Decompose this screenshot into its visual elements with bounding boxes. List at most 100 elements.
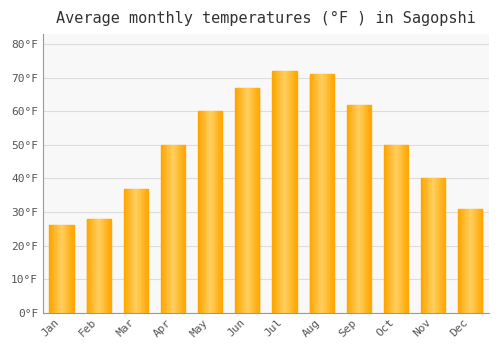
Bar [60, 225, 62, 313]
Bar [324, 75, 325, 313]
Bar [128, 189, 130, 313]
Bar [430, 178, 432, 313]
Bar [275, 71, 276, 313]
Bar [333, 75, 334, 313]
Bar [467, 209, 468, 313]
Bar [69, 225, 70, 313]
Bar [206, 111, 207, 313]
Bar [478, 209, 479, 313]
Bar [172, 145, 173, 313]
Bar [107, 219, 108, 313]
Bar [200, 111, 202, 313]
Bar [404, 145, 405, 313]
Bar [278, 71, 279, 313]
Bar [387, 145, 388, 313]
Bar [50, 225, 51, 313]
Bar [437, 178, 438, 313]
Bar [421, 178, 422, 313]
Bar [218, 111, 219, 313]
Bar [257, 88, 258, 313]
Bar [177, 145, 178, 313]
Bar [459, 209, 460, 313]
Bar [63, 225, 64, 313]
Bar [367, 105, 368, 313]
Bar [256, 88, 257, 313]
Bar [174, 145, 176, 313]
Bar [92, 219, 93, 313]
Bar [284, 71, 286, 313]
Bar [458, 209, 459, 313]
Bar [310, 75, 311, 313]
Bar [353, 105, 354, 313]
Bar [214, 111, 215, 313]
Bar [240, 88, 241, 313]
Bar [466, 209, 467, 313]
Bar [207, 111, 208, 313]
Bar [348, 105, 349, 313]
Bar [405, 145, 406, 313]
Bar [283, 71, 284, 313]
Bar [363, 105, 364, 313]
Bar [360, 105, 361, 313]
Bar [135, 189, 136, 313]
Bar [362, 105, 363, 313]
Bar [147, 189, 148, 313]
Bar [105, 219, 106, 313]
Bar [138, 189, 139, 313]
Bar [386, 145, 387, 313]
Bar [349, 105, 350, 313]
Bar [322, 75, 324, 313]
Bar [245, 88, 246, 313]
Bar [401, 145, 402, 313]
Bar [199, 111, 200, 313]
Bar [238, 88, 240, 313]
Bar [274, 71, 275, 313]
Bar [68, 225, 69, 313]
Bar [52, 225, 54, 313]
Bar [311, 75, 312, 313]
Bar [140, 189, 141, 313]
Bar [357, 105, 358, 313]
Bar [295, 71, 296, 313]
Bar [368, 105, 370, 313]
Bar [350, 105, 351, 313]
Bar [314, 75, 315, 313]
Bar [254, 88, 256, 313]
Bar [434, 178, 435, 313]
Bar [439, 178, 440, 313]
Bar [210, 111, 211, 313]
Bar [93, 219, 94, 313]
Bar [55, 225, 56, 313]
Bar [67, 225, 68, 313]
Bar [462, 209, 463, 313]
Bar [476, 209, 477, 313]
Bar [440, 178, 441, 313]
Bar [320, 75, 321, 313]
Bar [397, 145, 398, 313]
Bar [94, 219, 96, 313]
Bar [347, 105, 348, 313]
Bar [317, 75, 318, 313]
Bar [248, 88, 249, 313]
Bar [425, 178, 426, 313]
Bar [170, 145, 172, 313]
Bar [130, 189, 131, 313]
Bar [426, 178, 428, 313]
Bar [399, 145, 400, 313]
Bar [321, 75, 322, 313]
Bar [330, 75, 332, 313]
Bar [142, 189, 143, 313]
Bar [90, 219, 92, 313]
Bar [391, 145, 392, 313]
Bar [472, 209, 474, 313]
Bar [272, 71, 273, 313]
Bar [56, 225, 58, 313]
Bar [136, 189, 138, 313]
Bar [291, 71, 292, 313]
Bar [444, 178, 445, 313]
Bar [86, 219, 88, 313]
Bar [72, 225, 73, 313]
Bar [237, 88, 238, 313]
Bar [279, 71, 280, 313]
Bar [250, 88, 252, 313]
